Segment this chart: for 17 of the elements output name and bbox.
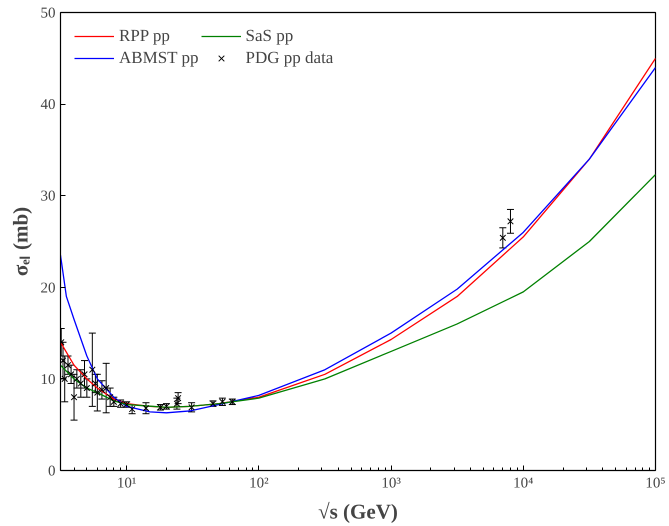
legend-label: SaS pp (246, 26, 294, 46)
legend-label: ABMST pp (119, 48, 199, 68)
x-tick-label: 10⁴ (513, 476, 534, 492)
y-tick-label: 10 (40, 372, 56, 388)
x-tick-label: 10⁵ (645, 476, 666, 492)
y-tick-label: 0 (48, 464, 56, 480)
y-tick-label: 30 (40, 188, 56, 205)
y-tick-label: 40 (40, 97, 56, 114)
y-tick-label: 20 (40, 280, 56, 296)
y-tick-label: 50 (40, 6, 56, 22)
legend-label: RPP pp (119, 26, 170, 46)
x-tick-label: 10² (249, 476, 270, 492)
legend-label: PDG pp data (246, 48, 334, 68)
x-axis-title: √s (GeV) (318, 500, 398, 524)
y-axis-title: σₑₗ (mb) (8, 206, 32, 276)
x-tick-label: 10³ (381, 476, 402, 492)
x-tick-label: 10¹ (116, 476, 136, 492)
